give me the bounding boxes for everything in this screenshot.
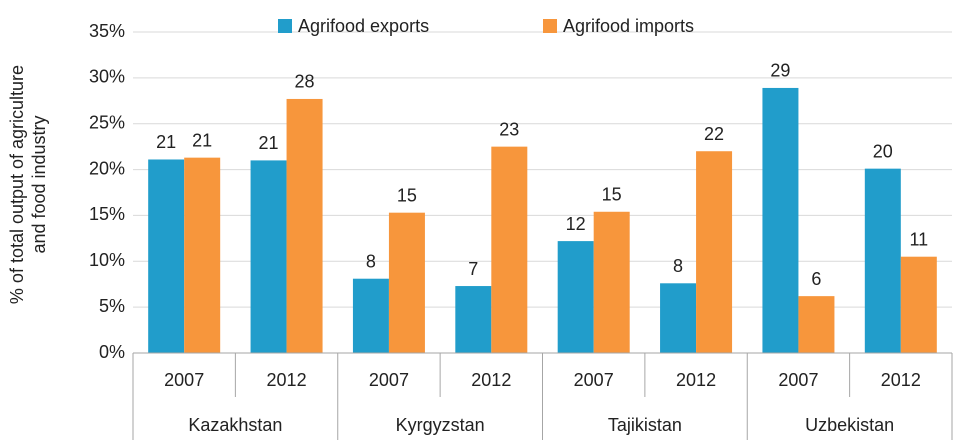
- data-label: 23: [499, 119, 519, 139]
- bar: [250, 160, 287, 353]
- data-label: 8: [673, 256, 683, 276]
- x-tick-label: 2012: [267, 370, 307, 390]
- y-axis-label: % of total output of agriculture: [7, 65, 27, 304]
- x-tick-label: 2007: [778, 370, 818, 390]
- y-tick-label: 5%: [99, 296, 125, 316]
- data-label: 20: [873, 141, 893, 161]
- data-label: 12: [566, 214, 586, 234]
- data-label: 11: [909, 229, 928, 249]
- y-tick-label: 0%: [99, 342, 125, 362]
- group-label: Kyrgyzstan: [396, 415, 485, 435]
- bar: [557, 241, 594, 353]
- x-tick-label: 2007: [574, 370, 614, 390]
- legend-swatch: [543, 19, 557, 33]
- x-tick-label: 2012: [881, 370, 921, 390]
- bar: [798, 296, 835, 353]
- data-label: 21: [192, 130, 212, 150]
- bar: [696, 151, 733, 353]
- data-label: 7: [468, 259, 478, 279]
- data-label: 6: [811, 269, 821, 289]
- bar: [286, 98, 323, 353]
- y-tick-label: 30%: [89, 67, 125, 87]
- bar: [491, 146, 528, 353]
- legend-label: Agrifood exports: [298, 16, 429, 36]
- bar: [388, 212, 425, 353]
- x-tick-label: 2007: [164, 370, 204, 390]
- legend-swatch: [278, 19, 292, 33]
- bar: [593, 211, 630, 353]
- data-label: 29: [770, 61, 790, 81]
- x-tick-label: 2007: [369, 370, 409, 390]
- bar: [455, 286, 492, 353]
- data-label: 28: [295, 72, 315, 92]
- y-axis-label: and food industry: [29, 115, 49, 253]
- bar: [660, 283, 697, 353]
- x-tick-label: 2012: [676, 370, 716, 390]
- bar: [864, 168, 901, 353]
- bar: [148, 159, 185, 353]
- bar: [900, 256, 937, 353]
- data-label: 21: [156, 132, 176, 152]
- y-tick-label: 15%: [89, 204, 125, 224]
- data-label: 22: [704, 124, 724, 144]
- bar: [352, 278, 389, 353]
- y-tick-label: 10%: [89, 250, 125, 270]
- group-label: Tajikistan: [608, 415, 682, 435]
- y-tick-label: 25%: [89, 112, 125, 132]
- x-tick-label: 2012: [471, 370, 511, 390]
- bar: [762, 87, 799, 354]
- y-tick-label: 35%: [89, 21, 125, 41]
- bar: [184, 157, 221, 353]
- data-label: 15: [397, 185, 417, 205]
- y-tick-label: 20%: [89, 158, 125, 178]
- group-label: Uzbekistan: [805, 415, 894, 435]
- data-label: 8: [366, 251, 376, 271]
- data-label: 15: [602, 185, 622, 205]
- data-label: 21: [259, 133, 279, 153]
- legend-label: Agrifood imports: [563, 16, 694, 36]
- group-label: Kazakhstan: [188, 415, 282, 435]
